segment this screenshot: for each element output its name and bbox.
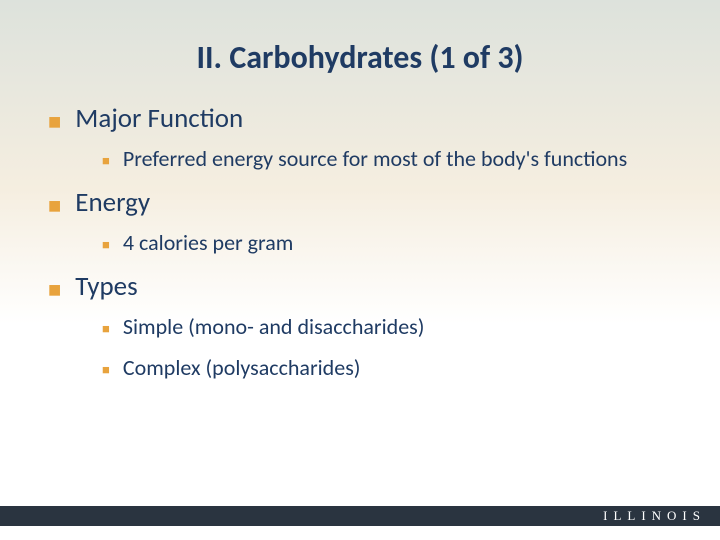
- main-item-label: Energy: [75, 186, 150, 219]
- main-item-label: Types: [75, 270, 137, 303]
- footer-brand: ILLINOIS: [603, 508, 706, 524]
- main-item-label: Major Function: [75, 102, 243, 135]
- list-item: ■ Major Function: [48, 102, 680, 135]
- sub-item-label: Preferred energy source for most of the …: [123, 145, 627, 172]
- sub-item-label: Simple (mono- and disaccharides): [123, 313, 425, 340]
- list-item: ■ Energy: [48, 186, 680, 219]
- list-sub-item: ■ Preferred energy source for most of th…: [102, 145, 680, 172]
- footer-bar: ILLINOIS: [0, 506, 720, 526]
- sub-item-label: 4 calories per gram: [123, 229, 294, 256]
- content-area: ■ Major Function ■ Preferred energy sour…: [0, 102, 720, 381]
- bullet-icon: ■: [102, 155, 110, 168]
- bullet-icon: ■: [48, 279, 61, 301]
- list-sub-item: ■ Simple (mono- and disaccharides): [102, 313, 680, 340]
- bullet-icon: ■: [48, 195, 61, 217]
- list-sub-item: ■ 4 calories per gram: [102, 229, 680, 256]
- list-sub-item: ■ Complex (polysaccharides): [102, 354, 680, 381]
- bullet-icon: ■: [102, 323, 110, 336]
- slide-title: II. Carbohydrates (1 of 3): [0, 0, 720, 102]
- sub-item-label: Complex (polysaccharides): [123, 354, 361, 381]
- bullet-icon: ■: [102, 239, 110, 252]
- bullet-icon: ■: [48, 111, 61, 133]
- list-item: ■ Types: [48, 270, 680, 303]
- bullet-icon: ■: [102, 364, 110, 377]
